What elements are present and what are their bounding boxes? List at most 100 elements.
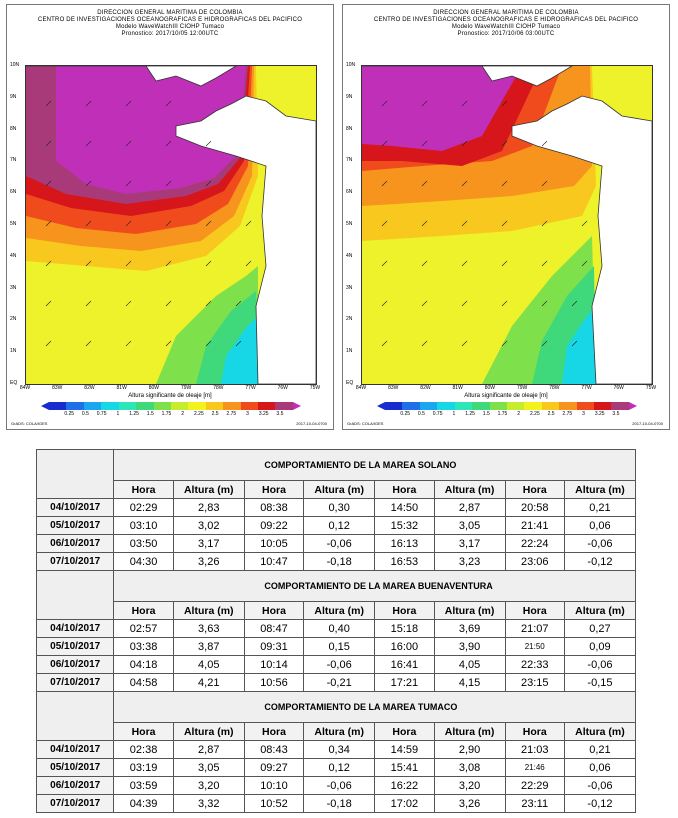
time-cell: 21:07 <box>504 619 565 638</box>
time-cell: 08:38 <box>243 498 305 517</box>
table-row: 06/10/2017 04:18 4,05 10:14 -0,06 16:41 4,05 22… <box>35 655 637 674</box>
tide-table-buenaventura: COMPORTAMIENTO DE LA MAREA BUENAVENTURA H… <box>35 570 637 692</box>
longitude-label: 75W <box>309 385 321 391</box>
colorbar-min-arrow <box>377 402 385 410</box>
column-header: Altura (m) <box>433 722 506 741</box>
column-header: Hora <box>113 480 174 499</box>
height-cell: 3,32 <box>172 794 245 813</box>
longitude-label: 79W <box>516 385 528 391</box>
table-row: 05/10/2017 03:19 3,05 09:27 0,12 15:41 3,08 21:… <box>35 758 637 777</box>
height-cell: -0,18 <box>303 552 376 571</box>
latitude-label: 6N <box>10 189 17 196</box>
date-cell: 06/10/2017 <box>35 655 115 674</box>
colorbar-segment <box>524 402 542 410</box>
time-cell: 04:18 <box>113 655 174 674</box>
date-cell: 06/10/2017 <box>35 776 115 795</box>
height-cell: 0,15 <box>303 637 376 656</box>
time-cell: 16:53 <box>374 552 435 571</box>
height-cell: 2,90 <box>433 740 506 759</box>
column-header: Altura (m) <box>172 480 245 499</box>
longitude-label: 78W <box>549 385 560 391</box>
colorbar-segment <box>258 402 276 410</box>
footer-left: GrADS: COLA/IGES <box>11 421 48 426</box>
colorbar-segment <box>489 402 507 410</box>
colorbar-segment <box>170 402 189 410</box>
colorbar-segment <box>506 402 525 410</box>
height-cell: 4,21 <box>172 673 245 692</box>
time-cell: 22:24 <box>504 534 565 553</box>
longitude-labels: 84W 83W 82W 81W 80W 79W 78W 77W 76W 75W <box>356 385 656 393</box>
latitude-label: 3N <box>10 284 17 291</box>
tide-table-tumaco: COMPORTAMIENTO DE LA MAREA TUMACO Hora Alt… <box>35 691 637 813</box>
time-cell: 17:21 <box>374 673 435 692</box>
height-cell: -0,06 <box>303 534 376 553</box>
height-cell: 3,05 <box>433 516 506 535</box>
time-cell: 02:38 <box>113 740 174 759</box>
forecast-date: Pronostico: 2017/10/06 03:00UTC <box>457 31 555 37</box>
height-cell: 3,63 <box>172 619 245 638</box>
colorbar-title: Altura significante de oleaje [m] <box>128 393 212 399</box>
wave-direction-arrows <box>45 100 252 347</box>
height-cell: 0,30 <box>303 498 376 517</box>
time-cell: 04:39 <box>113 794 174 813</box>
height-cell: 0,34 <box>303 740 376 759</box>
colorbar-segment <box>594 402 612 410</box>
time-cell: 10:14 <box>243 655 305 674</box>
colorbar-tick: 0.25 <box>64 411 75 417</box>
height-cell: -0,15 <box>563 673 637 692</box>
forecast-date: Pronostico: 2017/10/05 12:00UTC <box>121 31 219 37</box>
time-cell: 10:05 <box>243 534 305 553</box>
height-cell: -0,06 <box>563 534 637 553</box>
date-cell: 04/10/2017 <box>35 498 115 517</box>
height-cell: 3,05 <box>172 758 245 777</box>
colorbar-segment <box>223 402 241 410</box>
column-header: Hora <box>243 601 305 620</box>
height-cell: 0,12 <box>303 758 376 777</box>
longitude-label: 76W <box>613 385 624 391</box>
colorbar-segment <box>541 402 560 410</box>
height-cell: 3,26 <box>172 552 245 571</box>
header-line: CENTRO DE INVESTIGACIONES OCEANOGRAFICAS… <box>37 17 303 23</box>
time-cell: 03:19 <box>113 758 174 777</box>
time-cell: 21:46 <box>504 758 565 777</box>
table-title: COMPORTAMIENTO DE LA MAREA SOLANO <box>113 449 636 481</box>
header-line: Modelo WaveWatchIII CIOHP Tumaco <box>451 24 561 30</box>
footer-right: 2017-10-04-0700 <box>632 421 663 426</box>
longitude-label: 80W <box>484 385 496 391</box>
colorbar-segment <box>472 402 490 410</box>
colorbar-tick: 2 <box>181 411 185 417</box>
column-header: Altura (m) <box>303 722 376 741</box>
date-cell: 07/10/2017 <box>35 552 115 571</box>
colorbar-tick: 0.25 <box>400 411 411 417</box>
time-cell: 20:58 <box>504 498 565 517</box>
colorbar-tick: 2.5 <box>211 411 219 417</box>
time-cell: 14:50 <box>374 498 435 517</box>
height-cell: 3,26 <box>433 794 506 813</box>
table-corner <box>35 691 115 741</box>
height-cell: 0,27 <box>563 619 637 638</box>
colorbar-tick: 2.75 <box>562 411 573 417</box>
longitude-label: 78W <box>213 385 224 391</box>
height-cell: 0,21 <box>563 498 637 517</box>
wave-forecast-map-left: DIRECCION GENERAL MARITIMA DE COLOMBIA C… <box>6 4 334 430</box>
time-cell: 10:52 <box>243 794 305 813</box>
column-header: Altura (m) <box>433 480 506 499</box>
time-cell: 02:29 <box>113 498 174 517</box>
height-cell: 0,12 <box>303 516 376 535</box>
time-cell: 09:22 <box>243 516 305 535</box>
height-cell: 2,87 <box>172 740 245 759</box>
time-cell: 09:31 <box>243 637 305 656</box>
longitude-label: 77W <box>245 385 256 391</box>
date-cell: 07/10/2017 <box>35 673 115 692</box>
header-line: Modelo WaveWatchIII CIOHP Tumaco <box>115 24 225 30</box>
wave-direction-arrows <box>381 100 588 347</box>
colorbar-segment <box>385 402 403 410</box>
table-title: COMPORTAMIENTO DE LA MAREA BUENAVENTURA <box>113 570 636 602</box>
longitude-label: 81W <box>452 385 463 391</box>
column-header: Hora <box>504 480 565 499</box>
colorbar-segment <box>101 402 119 410</box>
height-cell: 0,40 <box>303 619 376 638</box>
table-row: 07/10/2017 04:30 3,26 10:47 -0,18 16:53 3,23 23… <box>35 552 637 571</box>
colorbar-segment <box>188 402 206 410</box>
column-header: Altura (m) <box>563 722 637 741</box>
